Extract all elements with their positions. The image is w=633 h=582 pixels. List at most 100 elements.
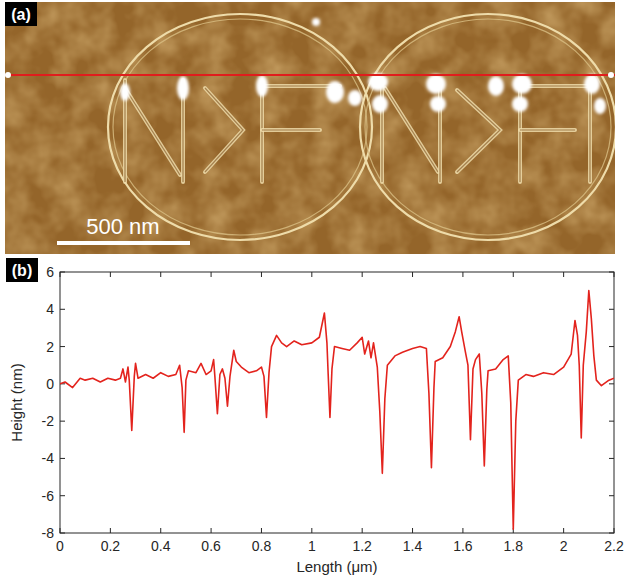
figure: 500 nm (a) (b) 0 0.2 0.4 0.6 0.8 1 1.2 1.4 1.6 1.8 2 2… (0, 0, 633, 582)
pattern-line (262, 128, 320, 132)
y-tick (609, 309, 614, 310)
pattern-groove (520, 129, 575, 130)
profile-end (608, 72, 614, 78)
afm-image (5, 2, 615, 254)
x-tick-label: 1.4 (403, 538, 423, 554)
x-tick (211, 528, 212, 533)
x-tick (412, 272, 413, 277)
particle (584, 74, 600, 94)
particle (372, 95, 388, 113)
x-tick (311, 528, 312, 533)
pattern-line (385, 88, 438, 172)
y-tick (60, 458, 65, 459)
particle (120, 83, 130, 101)
x-tick-label: 1.2 (352, 538, 372, 554)
ring-outer (360, 14, 615, 240)
plot-frame (60, 272, 614, 533)
x-tick-label: 0.4 (151, 538, 171, 554)
x-tick-label: 0.2 (101, 538, 121, 554)
x-tick (311, 272, 312, 277)
x-tick-label: 1.8 (504, 538, 524, 554)
pattern-line (588, 82, 592, 182)
pattern-groove (262, 129, 320, 130)
x-tick (261, 272, 262, 277)
particle (430, 96, 446, 112)
y-tick (60, 309, 65, 310)
pattern-line (457, 90, 500, 172)
ring-outer (108, 14, 372, 240)
image-ground (5, 2, 615, 254)
ring-inner (113, 19, 367, 235)
y-tick (60, 495, 65, 496)
y-tick-label: 4 (46, 301, 54, 317)
y-tick-label: 6 (46, 264, 54, 280)
y-tick-label: 0 (46, 376, 54, 392)
particle (256, 75, 268, 97)
pattern-groove (589, 82, 590, 182)
pattern-line (520, 128, 575, 132)
x-tick (261, 528, 262, 533)
x-tick-label: 2 (560, 538, 568, 554)
pattern-line (125, 88, 180, 175)
x-tick-label: 0 (56, 538, 64, 554)
panel-label: (b) (12, 262, 32, 279)
x-tick (462, 272, 463, 277)
x-tick-label: 2.2 (604, 538, 624, 554)
x-axis-title: Length (μm) (296, 558, 377, 575)
particle (512, 74, 532, 94)
profile-line (5, 74, 615, 76)
data-layer (60, 291, 614, 530)
y-tick (609, 421, 614, 422)
y-tick (609, 346, 614, 347)
profile-end (5, 72, 11, 78)
x-tick-label: 0.8 (252, 538, 272, 554)
x-tick-label: 1.6 (453, 538, 473, 554)
x-tick-label: 0.6 (201, 538, 221, 554)
particle (326, 81, 344, 103)
x-tick (110, 528, 111, 533)
pattern-line (205, 88, 243, 172)
panel-label-box (5, 2, 37, 26)
y-tick-label: 2 (46, 339, 54, 355)
pattern-line (438, 80, 442, 182)
ring-inner (365, 19, 611, 235)
y-tick (609, 495, 614, 496)
x-tick-label: 1 (308, 538, 316, 554)
scale-bar (57, 241, 190, 245)
pattern-groove (125, 88, 180, 175)
axes: 0 0.2 0.4 0.6 0.8 1 1.2 1.4 1.6 1.8 2 2.2 -8 -6 -4 -2 0 2… (42, 264, 624, 554)
particle (426, 74, 446, 94)
panel-label-box (6, 258, 38, 282)
y-tick-label: -2 (42, 413, 55, 429)
x-tick (362, 272, 363, 277)
y-tick-label: -6 (42, 488, 55, 504)
particle (594, 98, 606, 114)
particle (488, 76, 504, 96)
x-tick (412, 528, 413, 533)
x-tick (160, 528, 161, 533)
y-tick-label: -8 (42, 525, 55, 541)
y-tick (60, 346, 65, 347)
x-tick (160, 272, 161, 277)
image-texture (5, 2, 615, 254)
x-tick (563, 272, 564, 277)
y-tick (60, 421, 65, 422)
particle (512, 96, 528, 112)
pattern-groove (385, 88, 438, 172)
y-tick (609, 383, 614, 384)
particle (177, 76, 189, 100)
x-tick (513, 272, 514, 277)
pattern-groove (439, 80, 440, 182)
pattern-groove (457, 90, 500, 172)
panel-label: (a) (11, 6, 31, 23)
x-tick (362, 528, 363, 533)
y-tick (609, 458, 614, 459)
particle (348, 90, 362, 106)
x-tick (110, 272, 111, 277)
y-tick-label: -4 (42, 450, 55, 466)
pattern-groove (205, 88, 243, 172)
x-tick (462, 528, 463, 533)
scale-bar-label: 500 nm (86, 214, 159, 239)
profile-series (60, 291, 614, 530)
x-tick (211, 272, 212, 277)
